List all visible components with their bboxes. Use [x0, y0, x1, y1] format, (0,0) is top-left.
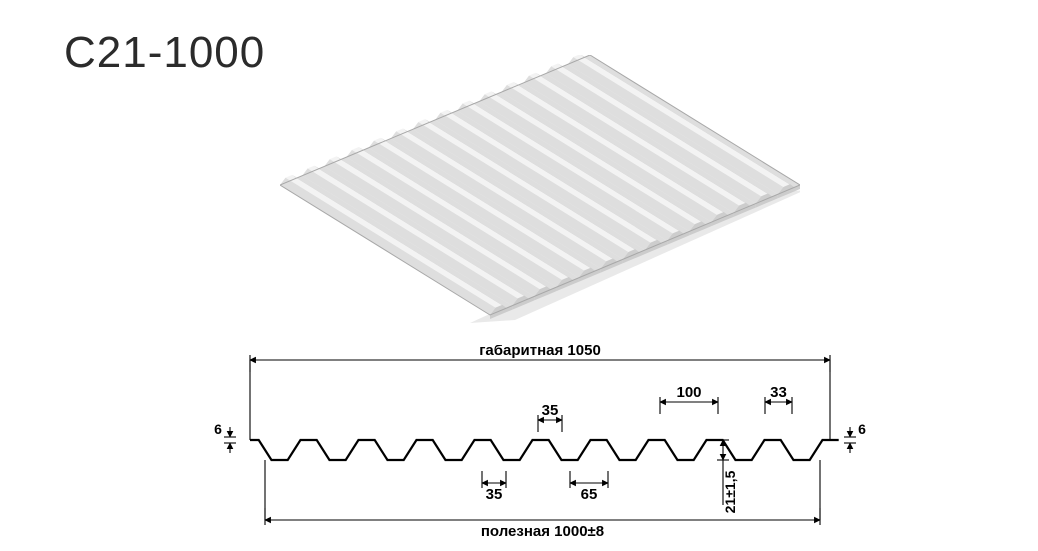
- svg-text:21±1,5: 21±1,5: [722, 470, 738, 513]
- svg-text:габаритная 1050: габаритная 1050: [479, 345, 601, 359]
- technical-drawing: габаритная 1050 100 35 33 35 65 полезная 1000±…: [190, 345, 890, 545]
- product-title: С21-1000: [64, 28, 265, 78]
- svg-text:6: 6: [214, 421, 222, 437]
- svg-text:100: 100: [676, 384, 701, 401]
- svg-text:6: 6: [858, 421, 866, 437]
- sheet-3d-render: [280, 55, 800, 325]
- svg-text:33: 33: [770, 384, 787, 401]
- svg-text:35: 35: [486, 486, 503, 503]
- svg-text:65: 65: [581, 486, 598, 503]
- svg-text:полезная 1000±8: полезная 1000±8: [481, 523, 604, 540]
- svg-text:35: 35: [542, 402, 559, 419]
